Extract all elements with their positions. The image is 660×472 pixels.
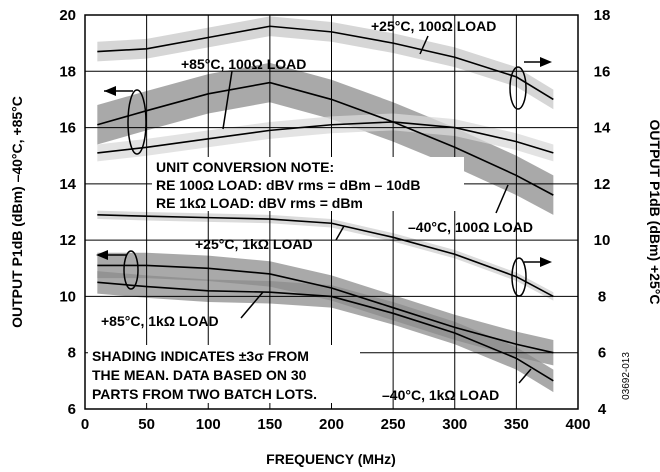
label-m40c-1kohm: –40°C, 1kΩ LOAD: [382, 387, 499, 403]
y-right-tick-label: 8: [598, 288, 606, 305]
label-leaders: [222, 35, 532, 384]
x-tick-label: 250: [381, 416, 406, 433]
axis-marker-right-upper: [509, 57, 552, 110]
x-axis-title: FREQUENCY (MHz): [266, 451, 396, 467]
series-lines: [97, 25, 554, 382]
x-tick-label: 350: [504, 416, 529, 433]
label-85c-1kohm: +85°C, 1kΩ LOAD: [101, 313, 219, 329]
y-right-tick-label: 16: [594, 63, 611, 80]
plot-frame: [84, 14, 579, 410]
x-tick-label: 50: [138, 416, 155, 433]
band-85-c-100-load: [97, 62, 554, 215]
y-left-tick-label: 12: [59, 232, 76, 249]
label-25c-1kohm: +25°C, 1kΩ LOAD: [195, 236, 313, 252]
x-tick-label: 400: [565, 416, 590, 433]
y-right-tick-label: 12: [594, 176, 611, 193]
y-left-tick-label: 14: [59, 176, 76, 193]
label-25c-100ohm: +25°C, 100Ω LOAD: [371, 18, 496, 34]
axis-marker-left-lower: [96, 250, 139, 290]
band-85-c-1k-load: [97, 271, 554, 393]
y-left-tick-label: 6: [68, 401, 76, 418]
axis-marker-right-lower: [511, 257, 552, 297]
unit-note-line2: RE 100Ω LOAD: dBV rms = dBm – 10dB: [156, 177, 420, 193]
figure-id: 03692-013: [621, 352, 632, 400]
y-left-tick-label: 20: [59, 7, 76, 24]
label-85c-100ohm: +85°C, 100Ω LOAD: [181, 56, 306, 72]
unit-note-line1: UNIT CONVERSION NOTE:: [156, 159, 334, 175]
band-25-c-1k-load: [97, 210, 554, 301]
line-40-c-1k-load: [97, 264, 554, 354]
line-40-c-100-load: [97, 121, 554, 154]
x-tick-label: 300: [442, 416, 467, 433]
x-tick-label: 100: [196, 416, 221, 433]
y-right-tick-label: 14: [594, 120, 611, 137]
shading-note-line1: SHADING INDICATES ±3σ FROM: [92, 348, 309, 364]
y-left-tick-label: 8: [68, 345, 76, 362]
y-right-tick-label: 4: [598, 401, 607, 418]
axis-marker-left-upper: [104, 86, 147, 155]
label-m40c-100ohm: –40°C, 100Ω LOAD: [408, 219, 533, 235]
tick-labels: 0 50 100 150 200 250 300 350 400 6 8 10 12 14 16 18 20 4 6…: [59, 7, 611, 433]
shading-note-line2: THE MEAN. DATA BASED ON 30: [92, 367, 307, 383]
y-axis-left-title: OUTPUT P1dB (dBm) –40°C, +85°C: [9, 96, 25, 328]
band-25-c-100-load: [97, 16, 554, 110]
y-left-tick-label: 10: [59, 288, 76, 305]
shading-note-line3: PARTS FROM TWO BATCH LOTS.: [92, 386, 317, 402]
y-right-tick-label: 6: [598, 345, 606, 362]
line-25-c-100-load: [97, 25, 554, 101]
unit-note-line3: RE 1kΩ LOAD: dBV rms = dBm: [156, 195, 363, 211]
y-axis-right-title: OUTPUT P1dB (dBm) +25°C: [647, 120, 660, 305]
line-85-c-100-load: [97, 81, 554, 196]
band-40-c-1k-load: [97, 252, 554, 366]
x-tick-label: 0: [81, 416, 89, 433]
line-25-c-1k-load: [97, 214, 554, 298]
x-tick-label: 200: [319, 416, 344, 433]
y-right-tick-label: 18: [594, 7, 611, 24]
y-left-tick-label: 16: [59, 120, 76, 137]
line-85-c-1k-load: [97, 281, 554, 382]
y-left-tick-label: 18: [59, 63, 76, 80]
y-right-tick-label: 10: [594, 232, 611, 249]
x-tick-label: 150: [257, 416, 282, 433]
